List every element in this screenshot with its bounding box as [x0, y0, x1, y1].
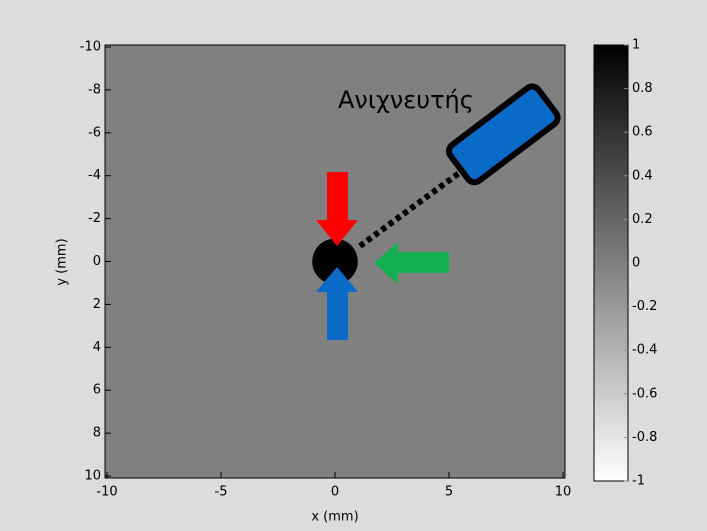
colorbar-tick-label: -1	[632, 474, 645, 489]
y-axis-label: y (mm)	[55, 238, 70, 285]
chart: Ανιχνευτής x (mm) y (mm) -10-50510-10-8-…	[0, 0, 707, 531]
colorbar-tick-label: 0	[632, 256, 640, 271]
x-tick-label: 5	[445, 485, 453, 500]
y-tick-label: -8	[88, 82, 101, 97]
colorbar-tick-label: 0.6	[632, 125, 653, 140]
colorbar-tick-label: 0.2	[632, 212, 653, 227]
x-tick-label: -10	[96, 485, 117, 500]
y-tick-label: -4	[88, 168, 101, 183]
colorbar-tick-label: -0.2	[632, 299, 657, 314]
colorbar-tick-label: 0.4	[632, 168, 653, 183]
y-tick-label: 6	[93, 383, 101, 398]
x-tick-label: 0	[331, 485, 339, 500]
y-tick-label: 0	[93, 254, 101, 269]
colorbar-tick-label: -0.6	[632, 386, 657, 401]
y-tick-label: 8	[93, 426, 101, 441]
y-tick-label: -2	[88, 211, 101, 226]
page: {"chart_data": {"type": "image", "xlabel…	[0, 0, 707, 531]
x-axis-label: x (mm)	[311, 510, 358, 525]
colorbar	[594, 45, 628, 481]
y-tick-label: 4	[93, 340, 101, 355]
colorbar-tick-label: -0.4	[632, 343, 657, 358]
x-tick-label: 10	[555, 485, 572, 500]
colorbar-tick-label: 0.8	[632, 81, 653, 96]
colorbar-tick-label: -0.8	[632, 430, 657, 445]
x-tick-label: -5	[215, 485, 228, 500]
y-tick-label: -6	[88, 125, 101, 140]
y-tick-label: 2	[93, 297, 101, 312]
annotation: Ανιχνευτής	[338, 86, 474, 114]
y-tick-label: 10	[84, 469, 101, 484]
y-tick-label: -10	[80, 40, 101, 55]
colorbar-tick-label: 1	[632, 38, 640, 53]
